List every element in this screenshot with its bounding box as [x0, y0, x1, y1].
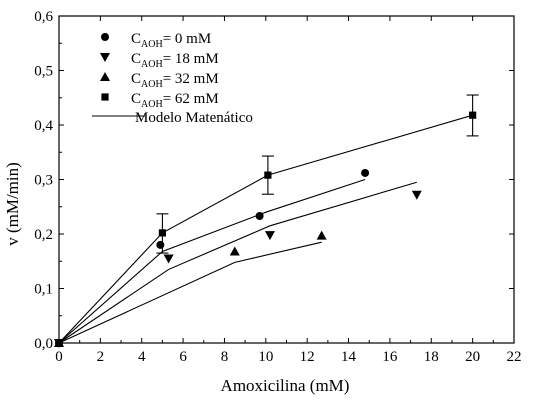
model-curve [58, 181, 417, 344]
x-tick-label: 10 [258, 349, 273, 365]
data-markers [54, 111, 477, 348]
model-curve [58, 241, 322, 344]
model-curve [58, 178, 366, 344]
data-point-triangle-up [229, 246, 240, 256]
data-point-triangle-down [264, 231, 275, 241]
x-tick-label: 18 [424, 349, 439, 365]
legend-marker-triangle-down [100, 53, 110, 62]
model-curves [58, 114, 473, 344]
x-axis-title: Amoxicilina (mM) [221, 376, 350, 395]
y-tick-label: 0,0 [34, 336, 53, 352]
x-tick-label: 0 [55, 349, 63, 365]
x-tick-label: 4 [138, 349, 146, 365]
legend-label: CAOH= 18 mM [131, 51, 219, 70]
y-tick-label: 0,4 [34, 118, 53, 134]
legend-label: CAOH= 62 mM [131, 91, 219, 110]
data-point-triangle-down [411, 190, 422, 200]
legend-label: CAOH= 0 mM [131, 31, 211, 50]
x-tick-label: 6 [179, 349, 187, 365]
legend-marker-circle [101, 33, 109, 41]
data-point-circle [255, 212, 264, 221]
y-tick-label: 0,2 [34, 227, 53, 243]
y-tick-label: 0,1 [34, 282, 53, 298]
legend-label: CAOH= 32 mM [131, 71, 219, 90]
x-tick-label: 8 [221, 349, 229, 365]
x-tick-label: 12 [300, 349, 315, 365]
y-tick-label: 0,5 [34, 64, 53, 80]
x-tick-label: 20 [465, 349, 480, 365]
legend-marker-triangle-up [100, 72, 110, 81]
data-point-triangle-up [316, 230, 327, 240]
x-tick-label: 14 [341, 349, 357, 365]
ticks: 0 2 4 6 8 10 12 14 16 18 20 22 0,0 0,1 0,2 0,3 0,4 0,5 0,6 [34, 9, 521, 365]
y-axis-title: v (mM/min) [3, 162, 22, 246]
model-curve [58, 114, 473, 344]
legend-label: Modelo Matenático [135, 110, 253, 126]
data-point-circle [156, 240, 165, 249]
x-tick-label: 2 [97, 349, 105, 365]
data-point-triangle-down [163, 254, 174, 264]
data-point-square [469, 111, 477, 119]
data-point-circle [361, 168, 370, 177]
data-point-square [264, 171, 272, 179]
data-point-square [158, 229, 167, 237]
plot-frame [58, 15, 515, 344]
y-tick-label: 0,3 [34, 173, 53, 189]
data-point-square [55, 339, 63, 347]
legend-marker-square [101, 93, 109, 101]
x-tick-label: 22 [507, 349, 522, 365]
y-tick-label: 0,6 [34, 9, 53, 25]
axes [58, 15, 515, 344]
x-tick-label: 16 [382, 349, 398, 365]
